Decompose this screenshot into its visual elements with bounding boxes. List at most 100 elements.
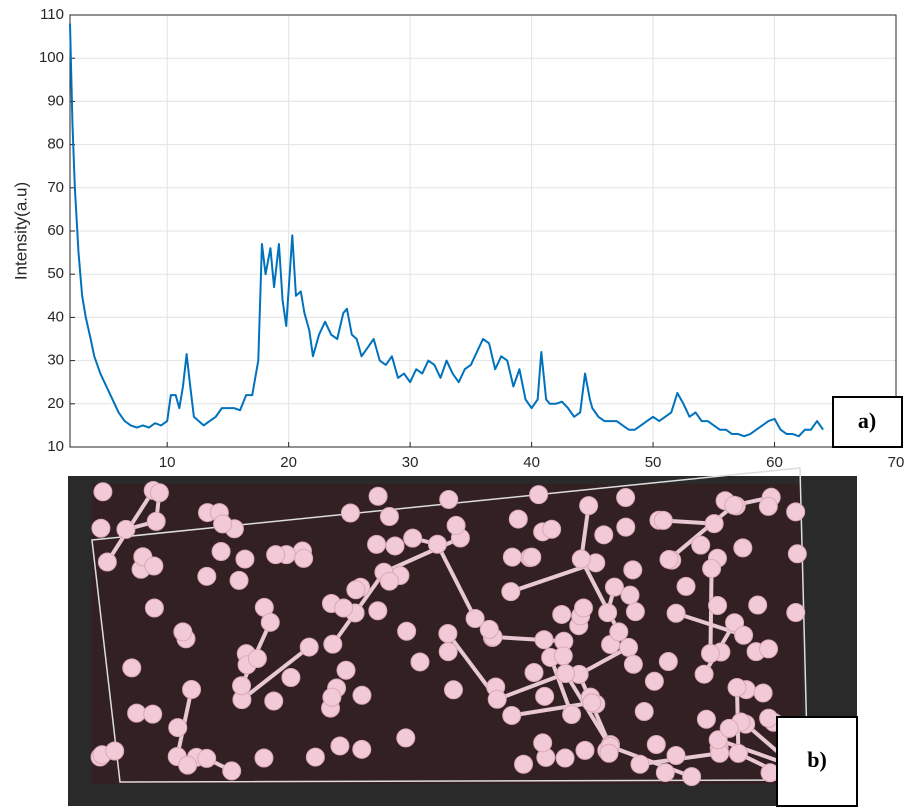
atom — [621, 586, 639, 604]
atom — [466, 609, 484, 627]
atom — [147, 512, 165, 530]
atom — [123, 659, 141, 677]
atom — [654, 511, 672, 529]
atom — [624, 561, 642, 579]
atom — [397, 729, 415, 747]
atom — [353, 740, 371, 758]
atom — [295, 549, 313, 567]
x-tick-label: 20 — [280, 454, 297, 471]
atom — [543, 520, 561, 538]
x-tick-label: 50 — [645, 454, 662, 471]
data-line — [70, 24, 823, 437]
y-tick-label: 60 — [47, 222, 64, 239]
x-tick-label: 40 — [523, 454, 540, 471]
atom — [659, 653, 677, 671]
atom — [683, 768, 701, 786]
atom — [386, 537, 404, 555]
y-tick-label: 40 — [47, 308, 64, 325]
y-axis-label: Intensity(a.u) — [11, 182, 30, 280]
atom — [729, 744, 747, 762]
atom — [214, 515, 232, 533]
atom — [580, 497, 598, 515]
atom — [169, 719, 187, 737]
atom — [174, 623, 192, 641]
atom — [230, 571, 248, 589]
atom — [404, 529, 422, 547]
x-tick-label: 70 — [888, 454, 905, 471]
atom — [509, 510, 527, 528]
atom — [734, 539, 752, 557]
atom — [697, 710, 715, 728]
atom — [212, 542, 230, 560]
atom — [440, 490, 458, 508]
atom — [572, 550, 590, 568]
atom — [647, 735, 665, 753]
atom — [337, 661, 355, 679]
atom — [282, 668, 300, 686]
y-tick-label: 70 — [47, 179, 64, 196]
atom — [117, 520, 135, 538]
atom — [353, 686, 371, 704]
atom — [306, 748, 324, 766]
atom — [267, 546, 285, 564]
atom — [556, 749, 574, 767]
x-tick-label: 10 — [159, 454, 176, 471]
atom — [735, 626, 753, 644]
atom — [255, 749, 273, 767]
atom — [788, 545, 806, 563]
atom — [179, 756, 197, 774]
atom — [530, 486, 548, 504]
atom — [233, 677, 251, 695]
y-tick-label: 20 — [47, 395, 64, 412]
atom — [692, 536, 710, 554]
atom — [98, 553, 116, 571]
atom — [439, 625, 457, 643]
atom — [574, 599, 592, 617]
atom — [525, 664, 543, 682]
atom — [248, 650, 266, 668]
atom — [183, 680, 201, 698]
atom — [265, 692, 283, 710]
y-tick-label: 50 — [47, 265, 64, 282]
atom — [725, 496, 743, 514]
atom — [523, 548, 541, 566]
atom — [515, 755, 533, 773]
atom — [236, 550, 254, 568]
atom — [620, 638, 638, 656]
atom — [645, 672, 663, 690]
atom — [709, 597, 727, 615]
atom — [695, 665, 713, 683]
atom — [610, 623, 628, 641]
y-tick-label: 30 — [47, 352, 64, 369]
atom — [380, 572, 398, 590]
atom — [380, 507, 398, 525]
atom — [553, 605, 571, 623]
atom — [447, 516, 465, 534]
y-tick-label: 100 — [39, 49, 64, 66]
atom — [369, 487, 387, 505]
atom — [583, 694, 601, 712]
atom — [198, 749, 216, 767]
atom — [503, 706, 521, 724]
atom — [787, 503, 805, 521]
atom — [599, 604, 617, 622]
atom — [198, 567, 216, 585]
atom — [703, 559, 721, 577]
atom — [335, 599, 353, 617]
atom — [369, 602, 387, 620]
atom — [705, 515, 723, 533]
atom — [503, 548, 521, 566]
atom — [667, 746, 685, 764]
atom — [347, 581, 365, 599]
atom — [535, 631, 553, 649]
atom — [624, 655, 642, 673]
y-tick-label: 80 — [47, 136, 64, 153]
atom — [534, 734, 552, 752]
atom — [444, 681, 462, 699]
atom — [660, 550, 678, 568]
atom — [488, 690, 506, 708]
atom — [667, 604, 685, 622]
atom — [720, 719, 738, 737]
atom — [728, 678, 746, 696]
